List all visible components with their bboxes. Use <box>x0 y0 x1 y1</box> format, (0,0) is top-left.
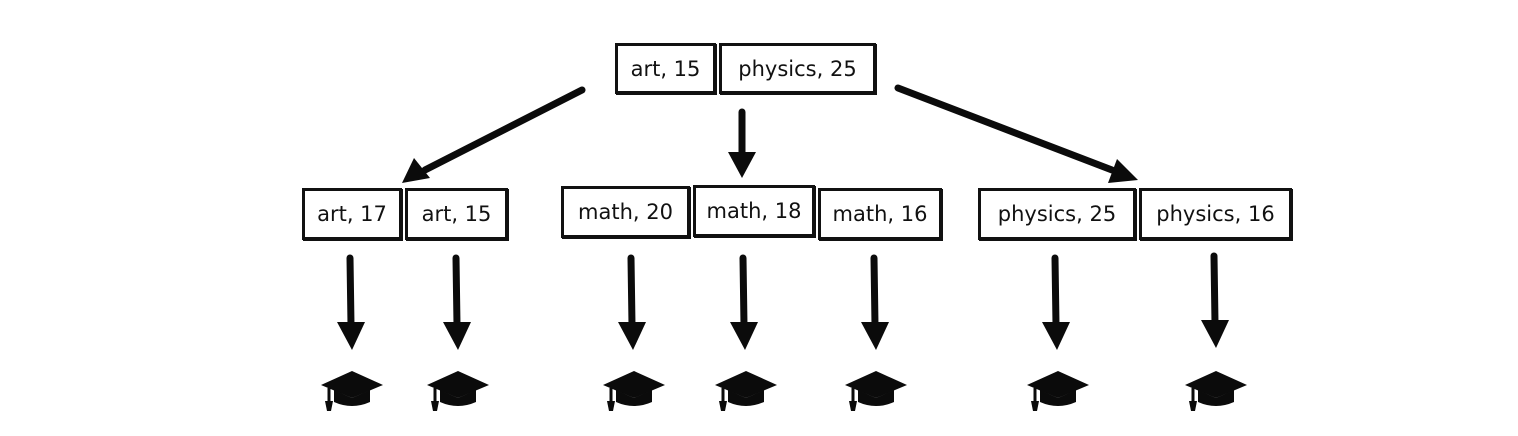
graduation-cap-icon <box>715 371 777 411</box>
arrow-physics16-to-record <box>1201 252 1229 348</box>
arrow-math16-to-record <box>861 254 889 350</box>
root-key-1: art, 15 <box>615 43 716 94</box>
leaf-key-physics-16: physics, 16 <box>1139 188 1292 240</box>
arrow-art17-to-record <box>337 254 365 350</box>
leaf-key-math-16: math, 16 <box>818 188 942 240</box>
arrow-root-to-art-leaf <box>402 86 586 183</box>
graduation-cap-icon <box>603 371 665 411</box>
leaf-key-math-20: math, 20 <box>561 186 690 238</box>
leaf-key-math-18: math, 18 <box>693 185 815 237</box>
arrow-root-to-physics-leaf <box>894 84 1138 183</box>
arrow-art15-to-record <box>443 254 471 350</box>
leaf-key-physics-25: physics, 25 <box>978 188 1136 240</box>
graduation-cap-icon <box>427 371 489 411</box>
root-key-2: physics, 25 <box>719 43 876 94</box>
arrow-math18-to-record <box>730 254 758 350</box>
arrow-math20-to-record <box>618 254 646 350</box>
graduation-cap-icon <box>321 371 383 411</box>
leaf-key-art-15: art, 15 <box>405 188 508 240</box>
arrow-physics25-to-record <box>1042 254 1070 350</box>
graduation-cap-icon <box>1185 371 1247 411</box>
leaf-key-art-17: art, 17 <box>302 188 402 240</box>
graduation-cap-icon <box>845 371 907 411</box>
arrow-root-to-math-leaf <box>728 108 756 178</box>
graduation-cap-icon <box>1027 371 1089 411</box>
